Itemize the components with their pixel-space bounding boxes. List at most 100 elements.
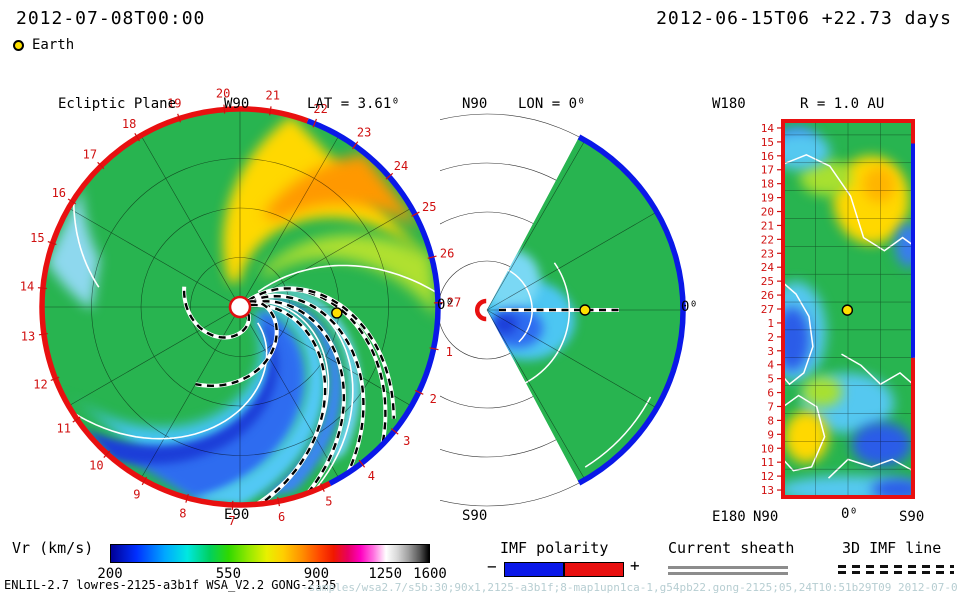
velocity-band — [190, 303, 325, 505]
day-tick-label: 23 — [761, 247, 774, 260]
day-tick-label: 21 — [761, 219, 774, 232]
radial-map-plot: 1415161718192021222324252627123456789101… — [761, 119, 915, 499]
contour-line — [827, 458, 913, 479]
contour-line — [783, 153, 913, 252]
velocity-band — [82, 323, 279, 465]
day-tick-label: 8 — [179, 506, 186, 520]
colorbar-tick-label: 1600 — [413, 566, 447, 582]
imf-line-legend-title: 3D IMF line — [842, 539, 942, 557]
velocity-band — [263, 153, 423, 230]
velocity-blob — [802, 376, 842, 407]
current-sheet-line — [73, 203, 100, 288]
day-tick-label: 18 — [122, 117, 136, 131]
earth-marker — [331, 307, 343, 319]
day-tick — [223, 104, 226, 114]
imf-line — [182, 286, 251, 339]
day-tick — [141, 476, 148, 486]
velocity-blob — [895, 223, 913, 268]
day-tick-label: 2 — [430, 392, 437, 406]
current-sheet-line — [71, 322, 268, 440]
sun-marker — [228, 295, 252, 319]
radial-title: R = 1.0 AU — [800, 96, 885, 112]
current-time: 2012-07-08T00:00 — [16, 8, 206, 29]
day-tick — [277, 497, 281, 507]
day-tick-label: 26 — [440, 246, 454, 260]
day-tick — [320, 483, 325, 492]
velocity-blob — [871, 478, 913, 497]
imf-negative-swatch — [504, 562, 564, 577]
velocity-blob — [784, 410, 829, 463]
colorbar-tick-label: 200 — [97, 566, 123, 582]
velocity-band — [260, 234, 438, 318]
day-tick-label: 17 — [83, 148, 97, 162]
day-tick-label: 14 — [20, 280, 34, 294]
day-tick-label: 13 — [761, 484, 774, 497]
velocity-blob — [493, 314, 517, 334]
day-tick-label: 4 — [767, 359, 774, 372]
reference-time: 2012-06-15T06 +22.73 days — [656, 8, 952, 29]
day-tick — [385, 172, 394, 180]
day-tick — [47, 241, 57, 246]
velocity-blob — [783, 132, 830, 171]
day-tick-label: 5 — [767, 373, 774, 386]
day-tick-label: 13 — [21, 329, 35, 343]
day-tick-label: 7 — [767, 401, 774, 414]
velocity-blob — [783, 307, 811, 372]
day-tick-label: 16 — [761, 150, 774, 163]
day-tick-label: 5 — [325, 495, 332, 509]
earth-legend-dot — [13, 40, 24, 51]
current-sheet-line — [257, 264, 438, 294]
day-tick-label: 21 — [265, 89, 279, 103]
sheath-sample-line-1 — [668, 566, 788, 569]
run-info: ENLIL-2.7 lowres-2125-a3b1f WSA_V2.2 GON… — [4, 578, 337, 592]
polarity-arc-blue — [577, 134, 686, 486]
ecliptic-zero-label: 0⁰ — [437, 297, 454, 313]
day-tick — [411, 211, 420, 217]
day-tick-label: 9 — [767, 428, 774, 441]
day-tick — [269, 106, 272, 116]
sheath-sample-line-2 — [668, 572, 788, 575]
meridional-lon-label: LON = 0⁰ — [518, 96, 586, 112]
day-tick-label: 11 — [761, 456, 774, 469]
imf-line — [195, 300, 278, 388]
radial-axis-s90: S90 — [899, 509, 925, 525]
imf-line-sample-1 — [838, 565, 954, 568]
day-tick-label: 12 — [33, 377, 47, 391]
watermark: -samples/wsa2.7/s5b:30;90x1,2125-a3b1f;8… — [302, 581, 958, 594]
day-tick-label: 15 — [30, 231, 44, 245]
velocity-blob — [851, 422, 912, 467]
imf-line — [249, 300, 346, 494]
day-tick — [427, 255, 437, 259]
day-tick-label: 20 — [761, 206, 774, 219]
day-tick-label: 3 — [403, 434, 410, 448]
day-tick — [72, 416, 81, 423]
velocity-band — [47, 187, 100, 310]
velocity-blob — [799, 159, 852, 196]
earth-marker — [579, 304, 591, 316]
radial-axis-n90: N90 — [753, 509, 779, 525]
colorbar-label: Vr (km/s) — [12, 539, 94, 557]
day-tick-label: 25 — [761, 275, 774, 288]
day-tick — [103, 450, 111, 458]
earth-legend-label: Earth — [32, 37, 75, 53]
day-tick — [134, 133, 140, 142]
day-tick-label: 4 — [368, 469, 375, 483]
contour-line — [783, 282, 814, 386]
velocity-blob — [863, 166, 896, 203]
day-tick — [97, 161, 105, 170]
day-tick-label: 20 — [216, 87, 230, 101]
day-tick — [185, 493, 189, 503]
imf-plus-label: + — [630, 556, 640, 575]
day-tick-label: 14 — [761, 122, 775, 135]
day-tick — [67, 198, 77, 205]
day-tick-label: 11 — [56, 421, 70, 435]
day-tick — [358, 459, 366, 468]
colorbar-tick-label: 900 — [303, 566, 330, 582]
contour-line — [783, 394, 826, 472]
day-tick-label: 17 — [761, 164, 774, 177]
imf-legend-title: IMF polarity — [500, 539, 609, 557]
day-tick-label: 23 — [357, 126, 371, 140]
day-tick — [390, 428, 399, 435]
ecliptic-lat-label: LAT = 3.61⁰ — [307, 96, 400, 112]
day-tick-label: 16 — [52, 186, 66, 200]
